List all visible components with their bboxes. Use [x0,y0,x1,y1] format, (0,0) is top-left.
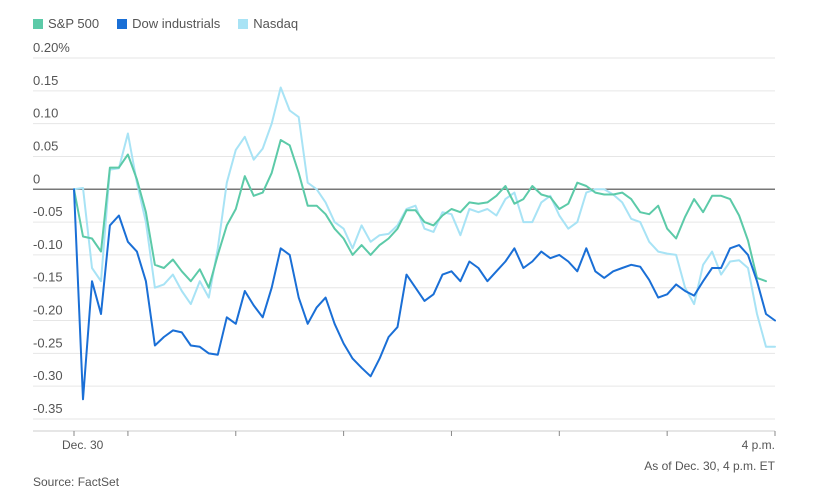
y-tick-label: -0.20 [33,303,63,318]
chart-footnote: As of Dec. 30, 4 p.m. ET [644,459,775,473]
y-tick-label: 0.20% [33,40,70,55]
legend-item-sp500[interactable]: S&P 500 [33,16,99,31]
y-tick-label: 0.10 [33,106,58,121]
y-tick-label: 0.05 [33,138,58,153]
x-tick-label: Dec. 30 [62,438,104,452]
legend-label-sp500: S&P 500 [48,16,100,31]
chart-legend: S&P 500 Dow industrials Nasdaq [33,16,298,31]
y-tick-labels: 0.20% 0.15 0.10 0.05 0 -0.05 -0.10 -0.15 -0.20 -0… [33,40,70,416]
legend-swatch-sp500 [33,18,43,29]
chart-source: Source: FactSet [33,475,120,489]
legend-swatch-nasdaq [238,18,249,29]
series-line-sp500 [73,139,767,289]
legend-item-dow[interactable]: Dow industrials [117,16,220,31]
grid-layer [33,57,775,420]
legend-label-dow: Dow industrials [132,16,221,31]
x-axis: Dec. 30 4 p.m. [33,430,776,452]
series-line-dow [73,188,776,401]
y-tick-label: -0.30 [33,368,63,383]
y-tick-label: 0.15 [33,73,58,88]
y-tick-label: -0.05 [33,204,63,219]
y-tick-label: -0.15 [33,270,63,285]
y-tick-label: -0.35 [33,401,63,416]
x-tick-label: 4 p.m. [742,438,775,452]
y-tick-label: -0.10 [33,237,63,252]
legend-label-nasdaq: Nasdaq [253,16,299,31]
series-layer [73,86,776,401]
y-tick-label: 0 [33,171,40,186]
legend-item-nasdaq[interactable]: Nasdaq [238,16,298,31]
y-tick-label: -0.25 [33,335,63,350]
series-line-nasdaq [73,86,776,348]
legend-swatch-dow [117,18,128,29]
